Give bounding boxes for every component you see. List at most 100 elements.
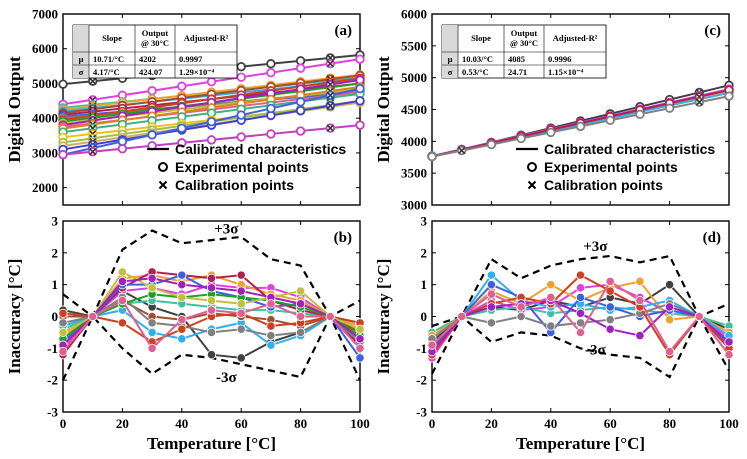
y-axis-label: Digital Output [374, 56, 393, 163]
x-tick-label: 100 [719, 416, 739, 431]
data-point [117, 318, 128, 328]
y-tick-label: 3500 [401, 166, 427, 181]
data-point [516, 311, 526, 322]
y-tick-label: 3000 [32, 145, 58, 160]
y-tick-label: 1 [421, 277, 428, 292]
y-tick-label: 0 [421, 309, 428, 324]
data-point [486, 289, 496, 299]
data-point [58, 308, 68, 318]
data-point [236, 299, 246, 309]
experimental-point [236, 132, 246, 142]
experimental-point [206, 77, 217, 87]
data-point [295, 286, 306, 296]
data-point [355, 334, 365, 344]
stats-table-cell: σ [79, 67, 84, 77]
x-tick-label: 0 [429, 416, 436, 431]
data-point [575, 283, 586, 293]
experimental-point [546, 127, 556, 138]
legend-cross-symbol [527, 180, 537, 190]
experimental-point [295, 105, 306, 116]
legend-label: Calibration points [175, 177, 294, 193]
data-point [236, 353, 246, 363]
data-point [147, 273, 157, 283]
calibration-point [326, 80, 334, 89]
data-point [177, 292, 187, 302]
stats-table-header: Output @ 30°C [141, 28, 169, 48]
legend-cross-symbol [158, 180, 168, 190]
x-tick-label: 40 [175, 416, 188, 431]
upper-3sigma-envelope [431, 254, 730, 328]
data-point [546, 292, 556, 302]
x-tick-label: 80 [294, 416, 307, 431]
calibration-point [326, 60, 334, 68]
y-axis-label: Inaccuracy [°C] [374, 259, 393, 375]
data-point [575, 318, 586, 328]
upper-sigma-label: +3σ [214, 222, 239, 238]
experimental-point [266, 59, 276, 69]
calibration-point [458, 146, 466, 155]
y-tick-label: 5000 [401, 70, 427, 85]
experimental-point [58, 149, 68, 160]
y-tick-label: 6000 [32, 41, 58, 56]
data-point [147, 343, 157, 353]
data-point [236, 286, 246, 296]
data-point [516, 302, 526, 312]
panel-label: (b) [334, 230, 352, 246]
experimental-point [724, 91, 734, 101]
experimental-point [117, 144, 128, 154]
legend-label: Calibrated characteristics [175, 141, 346, 157]
data-point [206, 350, 217, 360]
x-axis-label: Temperature [°C] [147, 434, 276, 453]
y-tick-label: 4000 [401, 134, 427, 149]
data-point [724, 350, 734, 360]
legend-circle-symbol [158, 162, 168, 172]
data-point [664, 302, 675, 312]
data-point [325, 311, 335, 322]
experimental-point [147, 130, 157, 140]
stats-table-header-line: @ 30°C [510, 38, 538, 48]
data-point [206, 283, 217, 293]
data-point [147, 283, 157, 293]
data-point [635, 276, 645, 287]
y-axis-label: Inaccuracy [°C] [5, 259, 24, 375]
plot-area [58, 229, 365, 381]
upper-sigma-label: +3σ [583, 239, 608, 255]
data-point [147, 318, 157, 328]
data-point [177, 324, 187, 334]
calibration-point [89, 148, 97, 156]
y-tick-label: -1 [47, 341, 58, 356]
experimental-point [427, 151, 437, 162]
experimental-point [236, 110, 246, 120]
panel-b: -3 -2 -1 0 1 2 3 0 20 40 60 80 100 Inaccuracy [°C] Tem… [5, 214, 370, 454]
data-point [117, 276, 128, 287]
stats-table-cell: 1.15×10⁻⁴ [548, 67, 584, 77]
data-point [117, 267, 128, 277]
y-axis-label: Digital Output [5, 56, 24, 163]
data-point [236, 324, 246, 334]
y-tick-label: -2 [416, 373, 427, 388]
experimental-point [266, 103, 276, 114]
experimental-point [177, 81, 187, 91]
panel-label: (d) [703, 230, 721, 246]
stats-table-cell: 1.29×10⁻⁴ [179, 67, 215, 77]
panel-label: (c) [704, 23, 721, 39]
plot-area [427, 254, 734, 379]
y-tick-label: 3 [52, 214, 59, 229]
data-point [575, 308, 586, 318]
experimental-point [295, 63, 306, 73]
stats-table-cell: μ [448, 54, 453, 64]
stats-table-header: Slope [102, 33, 122, 43]
x-tick-label: 20 [485, 416, 498, 431]
panel-a: 2000 3000 4000 5000 6000 7000 Digital Output Sl… [5, 7, 365, 206]
stats-table-cell: 0.9996 [548, 54, 571, 64]
plot-area [58, 50, 365, 160]
data-point [58, 346, 68, 357]
data-point [605, 315, 615, 325]
panel-label: (a) [335, 23, 353, 39]
stats-table-cell: 4202 [139, 54, 156, 64]
data-point [206, 273, 217, 283]
data-point [177, 315, 187, 325]
x-tick-label: 100 [350, 416, 370, 431]
y-tick-label: -3 [47, 405, 58, 420]
data-point [546, 321, 556, 331]
